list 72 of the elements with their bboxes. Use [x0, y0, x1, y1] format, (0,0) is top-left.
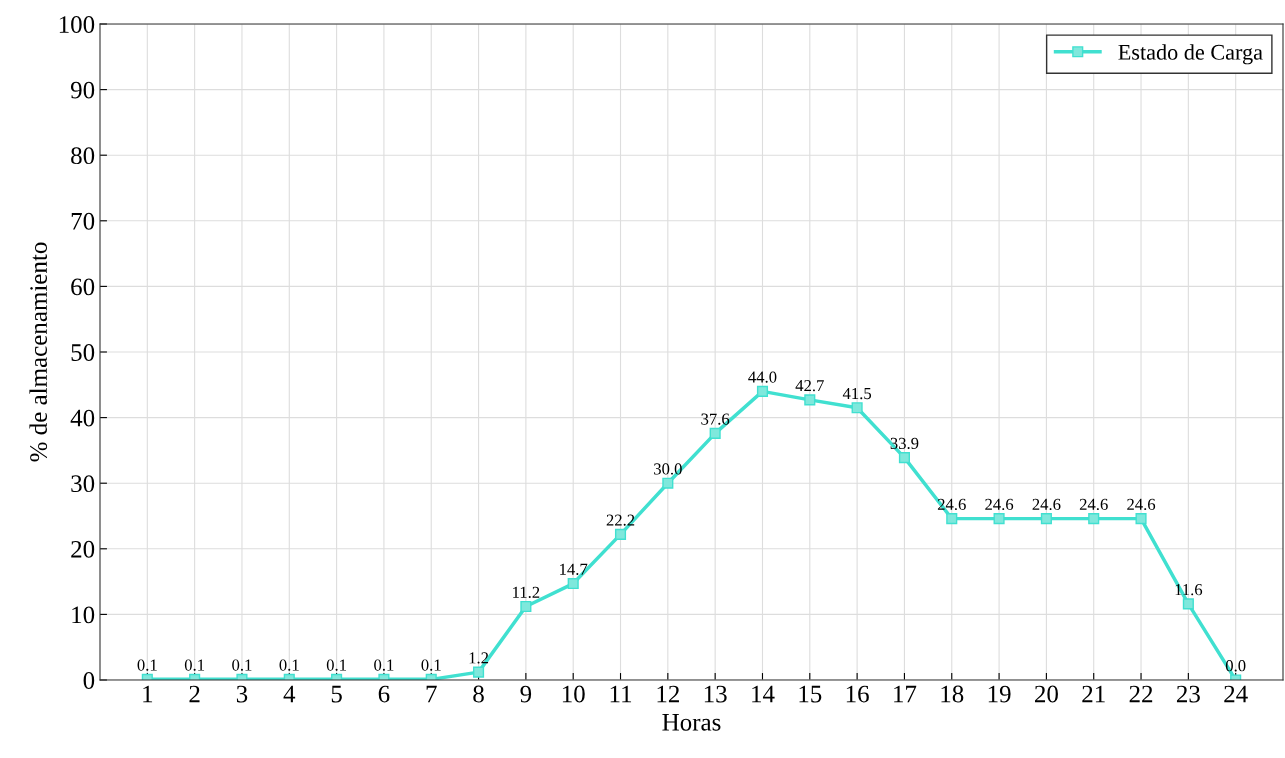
x-tick-label: 24 — [1224, 685, 1248, 703]
data-label: 44.0 — [748, 371, 777, 383]
data-label: 41.5 — [842, 387, 872, 400]
x-tick-label: 5 — [331, 685, 342, 703]
x-tick-label: 16 — [846, 685, 869, 703]
x-tick-label: 9 — [520, 685, 532, 703]
point — [898, 452, 910, 464]
y-tick-label: 40 — [70, 409, 95, 427]
x-tick-label: 6 — [378, 685, 390, 703]
x-tick-label: 11 — [610, 685, 632, 703]
y-tick-label: 30 — [71, 475, 95, 493]
x-tick-label: 12 — [657, 685, 679, 703]
x-tick-label: 21 — [1082, 685, 1105, 703]
x-tick-label: 3 — [236, 685, 248, 703]
x-tick-label: 17 — [894, 685, 917, 703]
x-tick-label: 2 — [189, 685, 200, 703]
point — [851, 402, 863, 414]
data-label: 42.7 — [795, 380, 824, 392]
x-tick-label: 7 — [426, 685, 437, 703]
data-label: 24.6 — [1032, 498, 1061, 511]
y-tick-label: 20 — [71, 540, 95, 558]
point — [614, 528, 627, 540]
point — [567, 578, 579, 590]
data-label: 0.1 — [326, 659, 347, 671]
y-tick-label: 100 — [59, 16, 95, 33]
x-tick-label: 18 — [941, 685, 964, 703]
data-label: 0.1 — [232, 659, 252, 671]
point — [993, 513, 1005, 525]
data-label: 24.6 — [1079, 498, 1108, 511]
point — [804, 394, 816, 406]
data-label: 22.2 — [606, 514, 635, 526]
legend-label: Estado de Carga — [1118, 44, 1263, 65]
x-tick-label: 20 — [1035, 685, 1058, 703]
point — [1088, 513, 1100, 525]
data-label: 11.2 — [513, 586, 540, 598]
x-tick-label: 19 — [988, 685, 1011, 703]
point — [1135, 513, 1147, 525]
x-axis-title: Horas — [662, 714, 721, 731]
x-tick-label: 8 — [473, 685, 484, 703]
y-tick-label: 50 — [71, 344, 95, 361]
y-tick-label: 60 — [71, 278, 95, 296]
y-tick-label: 90 — [70, 81, 95, 99]
x-tick-label: 23 — [1176, 685, 1200, 703]
data-label: 1.2 — [469, 652, 489, 664]
data-label: 24.6 — [1127, 498, 1156, 511]
point — [946, 513, 958, 525]
data-label: 30.0 — [654, 463, 682, 475]
data-label: 0.1 — [374, 659, 394, 671]
x-tick-label: 4 — [283, 685, 296, 703]
x-tick-label: 13 — [704, 685, 727, 703]
y-tick-label: 80 — [71, 147, 95, 165]
data-label: 0.1 — [184, 659, 205, 671]
x-tick-label: 1 — [143, 685, 153, 703]
point — [520, 600, 532, 613]
x-tick-label: 15 — [799, 685, 822, 703]
y-axis-title: % de almacenamiento — [29, 242, 48, 462]
point — [662, 477, 674, 489]
point — [756, 385, 769, 397]
x-tick-label: 14 — [752, 685, 775, 703]
x-tick-label: 10 — [562, 685, 585, 703]
data-label: 37.6 — [701, 413, 730, 425]
y-tick-label: 70 — [71, 212, 95, 230]
point — [1182, 598, 1194, 610]
y-tick-label: 0 — [83, 672, 95, 689]
data-label: 24.6 — [985, 498, 1014, 511]
data-label: 0.1 — [421, 659, 441, 671]
data-label: 0.1 — [137, 659, 157, 671]
data-label: 0.1 — [279, 659, 299, 671]
point — [709, 427, 721, 439]
x-tick-label: 22 — [1129, 685, 1153, 703]
y-tick-label: 10 — [72, 606, 95, 624]
point — [1040, 513, 1052, 525]
